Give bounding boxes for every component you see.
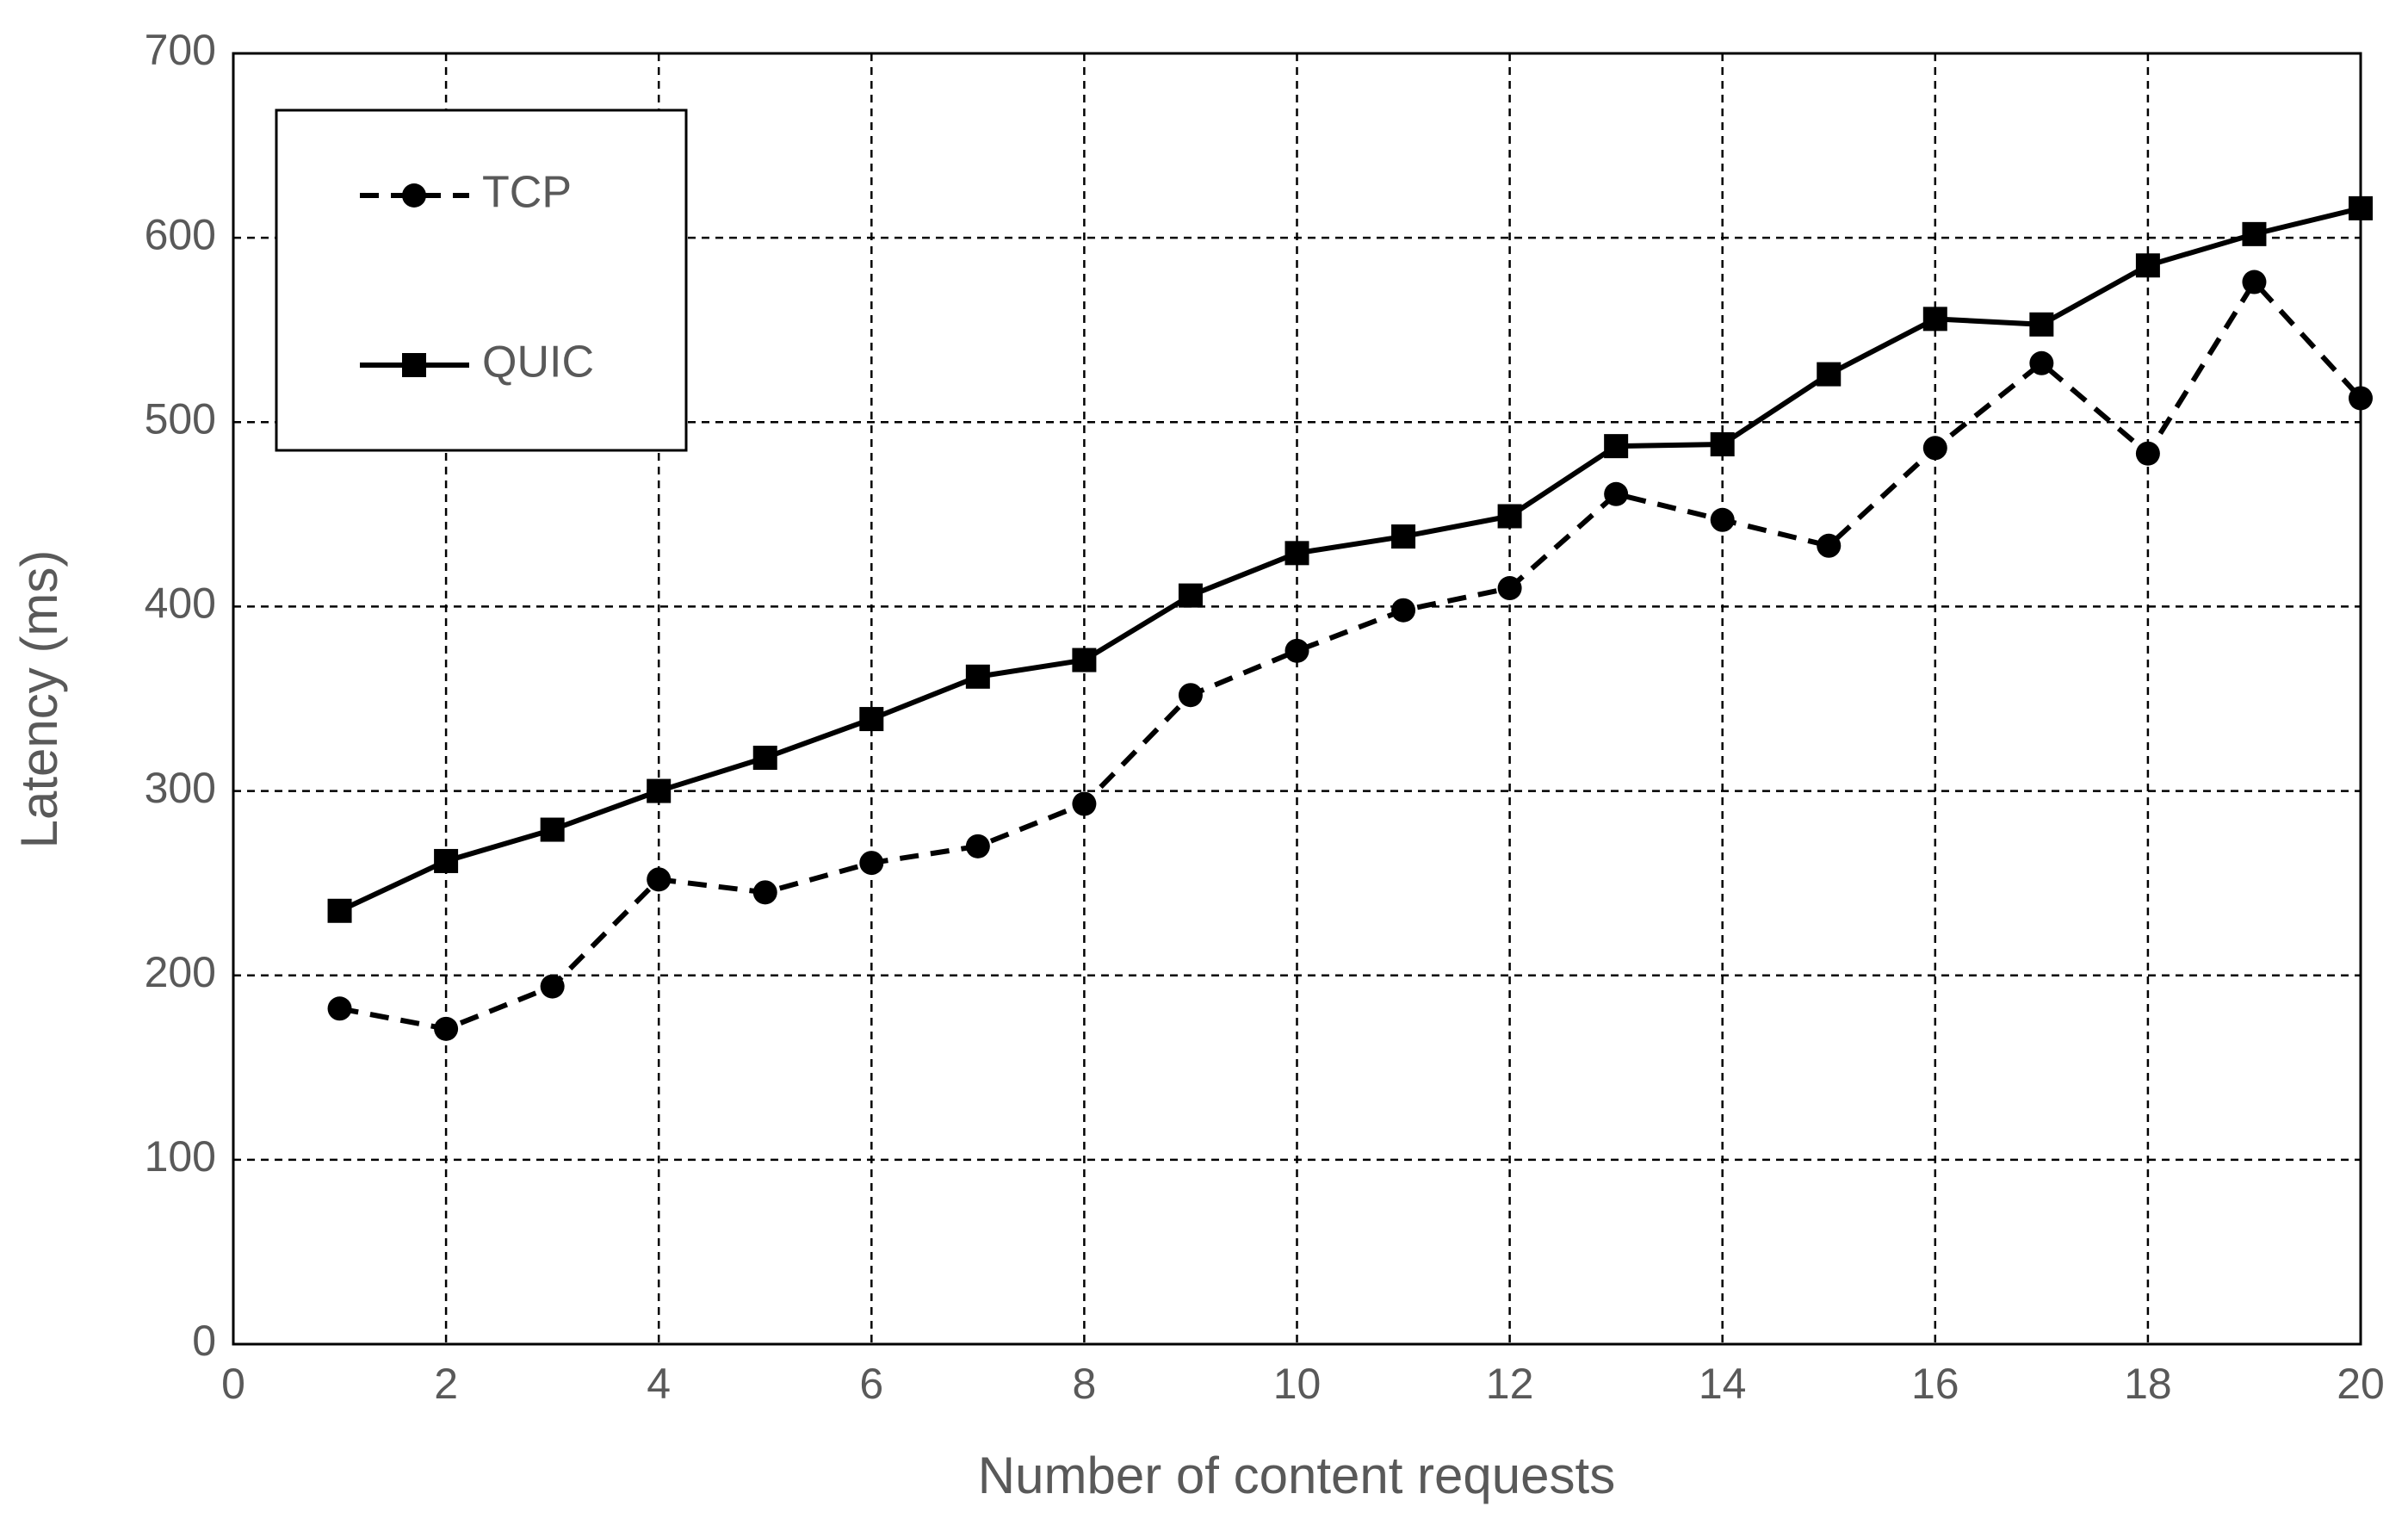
marker [965,834,990,858]
x-tick-label: 20 [2337,1360,2385,1408]
marker [1922,436,1947,461]
marker [1922,307,1947,332]
marker [1284,541,1309,566]
x-tick-label: 12 [1486,1360,1534,1408]
marker [1604,481,1629,506]
legend: TCP QUIC [275,108,688,452]
marker [1391,524,1416,549]
marker [540,974,565,999]
marker [1604,434,1629,459]
marker [1284,638,1309,663]
marker [327,898,352,923]
marker [1817,362,1842,387]
marker [2029,312,2054,337]
marker [1497,504,1522,529]
marker [434,848,459,873]
marker [647,778,672,803]
legend-marker [402,353,426,377]
plot-frame [232,52,2362,1346]
marker [1391,598,1416,623]
marker [1497,576,1522,601]
marker [752,746,777,771]
marker [434,1016,459,1041]
marker [1178,583,1203,608]
marker [2349,195,2373,220]
marker [1072,791,1097,816]
x-tick-label: 2 [434,1360,458,1408]
y-axis-label: Latency (ms) [10,550,68,849]
legend-label: TCP [482,168,572,218]
x-tick-label: 6 [859,1360,883,1408]
marker [327,996,352,1021]
marker [859,851,884,876]
x-tick-label: 8 [1072,1360,1096,1408]
x-tick-label: 16 [1911,1360,1959,1408]
marker [965,664,990,689]
marker [752,880,777,905]
marker [2029,350,2054,375]
x-tick-label: 4 [647,1360,671,1408]
marker [1072,648,1097,673]
y-tick-label: 0 [192,1317,216,1365]
marker [859,707,884,732]
y-tick-label: 400 [145,580,216,628]
x-tick-label: 10 [1273,1360,1322,1408]
marker [1178,683,1203,708]
y-tick-label: 700 [145,26,216,74]
y-tick-label: 600 [145,210,216,258]
marker [1817,533,1842,558]
marker [2349,386,2373,411]
x-tick-label: 18 [2124,1360,2172,1408]
legend-marker [402,183,426,208]
y-tick-label: 500 [145,394,216,443]
series-line [338,277,2363,1032]
marker [647,867,672,892]
legend-box [275,108,688,452]
x-axis-label: Number of content requests [978,1447,1615,1504]
marker [2135,441,2160,466]
x-tick-label: 0 [221,1360,245,1408]
series-line [338,205,2362,914]
marker [2242,221,2267,246]
marker [540,817,565,842]
y-tick-label: 200 [145,948,216,996]
marker [1710,507,1735,532]
y-tick-label: 300 [145,764,216,812]
marker [2242,270,2267,294]
marker [2135,253,2160,278]
legend-label: QUIC [482,338,594,387]
y-tick-label: 100 [145,1132,216,1181]
x-tick-label: 14 [1699,1360,1747,1408]
marker [1710,431,1735,456]
